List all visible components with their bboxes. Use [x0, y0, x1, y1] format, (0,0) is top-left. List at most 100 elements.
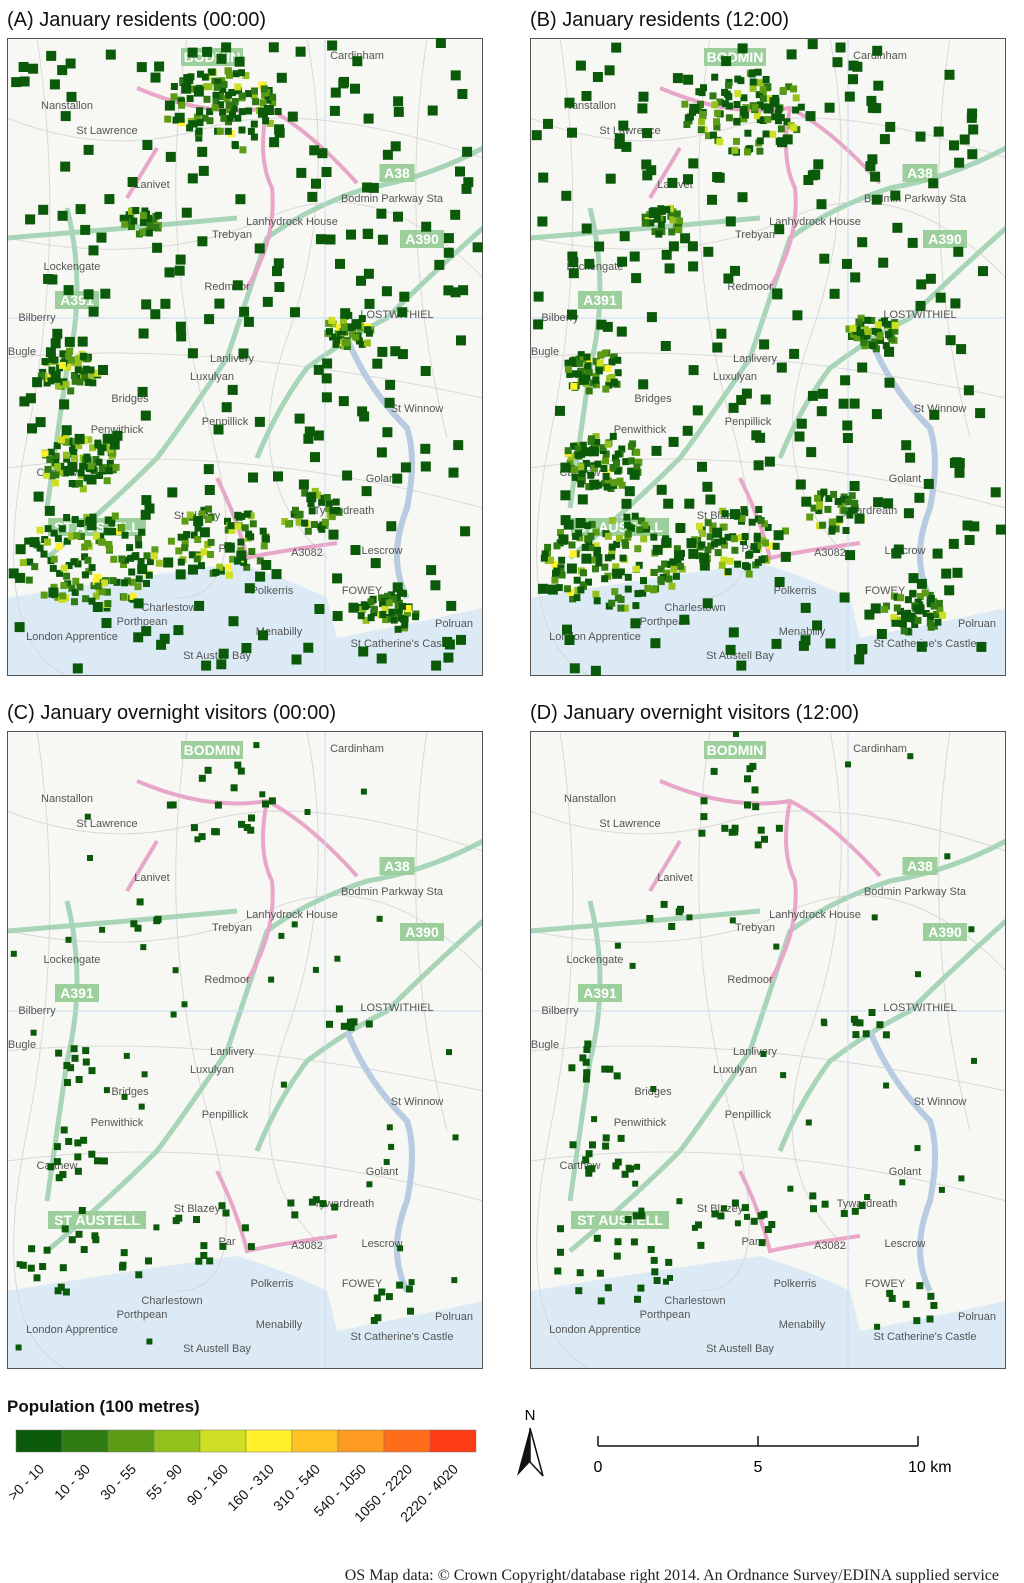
population-cell — [363, 268, 374, 279]
population-cell — [782, 527, 789, 535]
population-cell — [19, 1261, 27, 1269]
population-cell — [806, 447, 817, 458]
population-cell — [228, 111, 236, 118]
population-cells — [8, 38, 483, 674]
population-cell — [70, 450, 78, 458]
population-cell — [592, 372, 600, 380]
population-cell — [932, 548, 943, 559]
legend-swatch — [199, 1429, 247, 1453]
population-cell — [88, 1067, 96, 1075]
population-cell — [46, 50, 57, 61]
population-cell — [938, 1186, 945, 1193]
population-cell — [263, 89, 271, 96]
population-cell — [154, 61, 165, 72]
map-label: Lanhydrock House — [769, 909, 861, 921]
scale-label: 0 — [594, 1459, 603, 1476]
population-cell — [587, 471, 595, 479]
population-cell — [602, 321, 613, 332]
population-cell — [757, 517, 765, 524]
population-cell — [82, 365, 90, 373]
population-cell — [533, 319, 544, 330]
map-label-box — [379, 164, 415, 182]
population-cell — [638, 91, 649, 102]
population-cell — [614, 1238, 622, 1246]
population-cell — [676, 562, 684, 570]
map-label: Par — [741, 1236, 758, 1248]
population-cell — [88, 245, 99, 256]
population-cell — [241, 524, 249, 532]
population-cell — [716, 328, 727, 339]
map-label: A390 — [928, 231, 962, 247]
population-cell — [222, 1209, 230, 1217]
population-cell — [128, 578, 136, 586]
population-cell — [223, 95, 231, 103]
population-cell — [583, 353, 591, 361]
scale-bar: 0 5 10 km — [594, 1436, 952, 1476]
population-cell — [587, 532, 595, 540]
population-cell — [651, 228, 659, 236]
population-cell — [340, 1022, 348, 1030]
population-cell — [749, 78, 757, 86]
population-cell — [758, 1239, 766, 1247]
population-cell — [633, 448, 641, 456]
population-cell — [733, 101, 741, 108]
population-cell — [849, 324, 857, 332]
population-cell — [629, 469, 640, 480]
population-cell — [686, 538, 697, 549]
population-cell — [575, 370, 583, 378]
population-cell — [58, 525, 66, 533]
population-cell — [63, 455, 71, 463]
population-cell — [888, 335, 896, 343]
population-cell — [364, 298, 375, 309]
population-cell — [650, 569, 658, 576]
population-cell — [152, 224, 160, 231]
population-cell — [208, 68, 216, 76]
population-cell — [236, 550, 247, 561]
legend-label: 55 - 90 — [143, 1461, 185, 1503]
population-cell — [385, 599, 393, 607]
population-cell — [153, 917, 161, 925]
map-label: Lanhydrock House — [246, 909, 338, 921]
population-cell — [604, 477, 612, 485]
population-cell — [70, 558, 78, 566]
population-cell — [907, 237, 918, 248]
population-cell — [396, 1281, 404, 1289]
population-cell — [630, 1238, 638, 1246]
population-cell — [173, 625, 184, 636]
population-cell — [431, 660, 442, 671]
population-cell — [821, 1200, 829, 1208]
population-cell — [74, 366, 82, 374]
population-cell — [567, 251, 578, 262]
population-cell — [819, 253, 830, 264]
population-cell — [269, 93, 277, 101]
population-cell — [269, 137, 280, 148]
population-cell — [121, 220, 129, 228]
population-cell — [79, 462, 87, 470]
population-cell — [531, 130, 542, 141]
population-cell — [217, 93, 225, 100]
population-cell — [840, 375, 851, 386]
population-cell — [238, 108, 246, 116]
population-cell — [421, 221, 432, 232]
map-label: St Austell Bay — [183, 650, 251, 662]
population-cell — [575, 518, 586, 528]
population-cell — [704, 519, 712, 527]
population-cell — [638, 1212, 646, 1220]
population-cell — [865, 161, 876, 172]
population-cell — [951, 457, 962, 468]
population-cell — [872, 345, 880, 353]
population-cell — [543, 118, 553, 129]
population-cell — [884, 346, 895, 357]
population-cell — [29, 537, 40, 548]
population-cell — [860, 338, 868, 346]
population-cell — [764, 95, 772, 103]
population-cell — [716, 138, 724, 146]
legend-swatch — [61, 1429, 109, 1453]
population-cell — [112, 430, 123, 441]
population-cell — [392, 582, 403, 593]
population-cell — [876, 1021, 884, 1029]
population-cell — [624, 521, 632, 529]
population-cell — [230, 105, 238, 113]
population-cell — [74, 361, 82, 369]
